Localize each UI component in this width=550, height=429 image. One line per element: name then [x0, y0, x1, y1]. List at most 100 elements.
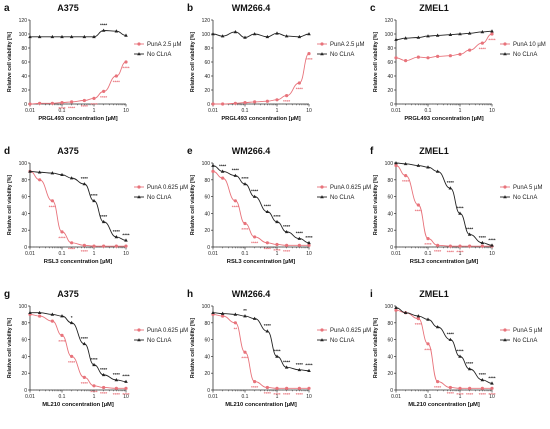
x-axis-label: RSL3 concentration [µM] — [44, 259, 112, 265]
data-point — [60, 101, 64, 105]
series-treated: ******** — [394, 32, 496, 63]
significance-label: **** — [100, 214, 107, 219]
data-point — [458, 211, 462, 215]
series-control — [211, 30, 311, 39]
y-tick-label: 40 — [387, 354, 393, 360]
data-point — [435, 33, 440, 37]
y-tick-label: 60 — [204, 60, 210, 66]
data-point — [92, 384, 96, 388]
data-point — [436, 243, 440, 247]
data-point — [285, 386, 289, 390]
x-tick-label: 0.1 — [242, 108, 249, 114]
y-tick-label: 20 — [387, 228, 393, 234]
significance-label: **** — [58, 339, 65, 344]
data-point — [253, 100, 257, 104]
y-tick-label: 100 — [19, 32, 28, 38]
data-point — [50, 319, 54, 323]
significance-label: **** — [122, 232, 129, 237]
x-tick-label: 10 — [123, 394, 129, 400]
panel-letter: b — [187, 3, 193, 14]
y-tick-label: 0 — [207, 388, 210, 394]
legend-marker — [137, 338, 141, 342]
significance-label: **** — [122, 392, 129, 397]
series-line — [395, 33, 493, 62]
series-line — [395, 307, 493, 384]
data-point — [233, 312, 238, 316]
data-point — [394, 308, 398, 312]
legend-label: No CLnA — [330, 52, 354, 58]
series-treated: ************** **** **** **** — [211, 312, 311, 397]
legend-label: No CLnA — [147, 52, 171, 58]
y-tick-label: 80 — [204, 178, 210, 184]
chart-panel-i: i ZMEL1 0 20 40 60 80 100 0.01 0.1 1 10 ML210 concen… — [370, 289, 542, 408]
x-tick-label: 0.01 — [208, 394, 218, 400]
y-tick-label: 60 — [204, 195, 210, 201]
series-treated: **** **** **** — [211, 52, 313, 106]
significance-label: **** — [296, 362, 303, 367]
significance-label: **** — [283, 224, 290, 229]
series-line — [29, 61, 127, 105]
legend-label: PunA 0.625 µM — [330, 185, 371, 191]
significance-label: **** — [488, 392, 495, 397]
data-point — [490, 381, 494, 385]
data-point — [265, 34, 270, 39]
y-tick-label: 20 — [21, 371, 27, 377]
data-point — [252, 316, 257, 320]
data-point — [275, 386, 279, 390]
data-point — [458, 386, 462, 390]
data-point — [124, 386, 128, 390]
data-point — [265, 99, 269, 103]
data-point — [467, 31, 472, 35]
data-point — [307, 386, 311, 390]
data-point — [275, 31, 279, 35]
legend-marker — [137, 185, 141, 189]
data-point — [436, 54, 440, 59]
data-point — [114, 386, 118, 390]
significance-label: **** — [241, 356, 248, 361]
data-point — [307, 32, 311, 36]
series-line — [212, 312, 310, 372]
y-tick-label: 40 — [204, 211, 210, 217]
data-point — [426, 165, 430, 169]
significance-label: **** — [251, 240, 258, 245]
significance-label: **** — [100, 95, 107, 100]
significance-label: **** — [466, 361, 473, 366]
data-point — [233, 101, 237, 105]
data-point — [426, 56, 430, 60]
x-tick-label: 0.1 — [425, 251, 432, 257]
y-tick-label: 100 — [385, 161, 394, 167]
legend-marker — [503, 185, 507, 189]
y-tick-label: 100 — [385, 304, 394, 310]
data-point — [114, 244, 118, 248]
chart-panel-b: b WM266.4 0 20 40 60 80 100 120 0.01 0.1 1 10 PRGL493… — [187, 3, 364, 122]
significance-label: **** — [305, 235, 312, 240]
legend-marker — [503, 52, 507, 56]
data-point — [275, 242, 279, 247]
significance-label: **** — [488, 375, 495, 380]
significance-label: **** — [113, 80, 120, 85]
data-point — [394, 161, 398, 165]
y-tick-label: 80 — [387, 46, 393, 52]
legend-marker — [503, 42, 507, 46]
x-tick-label: 0.1 — [242, 394, 249, 400]
x-tick-label: 1 — [93, 394, 96, 400]
y-tick-label: 80 — [387, 321, 393, 327]
significance-label: **** — [273, 348, 280, 353]
data-point — [211, 32, 215, 36]
significance-label: **** — [424, 242, 431, 247]
data-point — [92, 34, 96, 39]
data-point — [265, 209, 270, 214]
significance-label: **** — [68, 105, 75, 110]
data-point — [480, 30, 485, 34]
panel-letter: g — [4, 289, 10, 300]
data-point — [82, 341, 87, 346]
data-point — [252, 194, 257, 198]
data-point — [297, 243, 301, 247]
significance-label: **** — [68, 246, 75, 251]
chart-panel-d: d A375 0 20 40 60 80 100 0.01 0.1 1 10 RSL3 concentr… — [4, 146, 188, 265]
data-point — [297, 81, 301, 85]
significance-label: **** — [264, 246, 271, 251]
series-line — [212, 170, 309, 246]
significance-label: **** — [264, 391, 271, 396]
data-point — [37, 170, 42, 174]
